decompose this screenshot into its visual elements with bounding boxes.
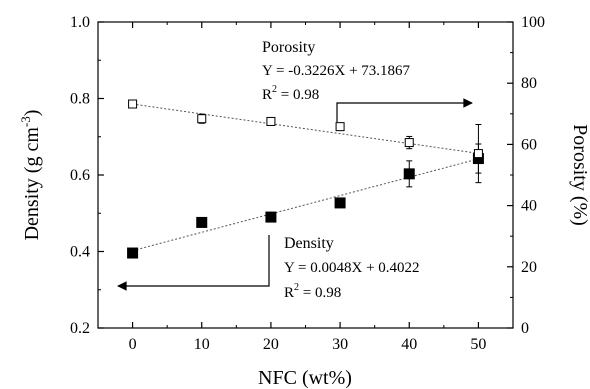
density-annotation-equation: Y = 0.0048X + 0.4022: [284, 260, 420, 276]
density-point: [265, 211, 277, 223]
y-left-tick-label: 1.0: [70, 14, 90, 31]
data-points: [127, 99, 484, 259]
x-axis-ticks: 0 10 20 30 40 50: [129, 22, 486, 353]
y-right-tick-label: 20: [521, 259, 537, 276]
y-right-tick-label: 80: [521, 75, 537, 92]
porosity-point: [266, 116, 276, 126]
density-point: [334, 197, 346, 209]
density-arrow: [117, 235, 270, 291]
porosity-arrow: [336, 98, 473, 122]
x-tick-label: 50: [470, 336, 486, 353]
porosity-fit-line: [132, 103, 479, 154]
density-point: [127, 247, 139, 259]
density-point: [196, 216, 208, 228]
x-axis-title: NFC (wt%): [258, 367, 352, 389]
y-right-axis-title: Porosity (%): [569, 124, 590, 226]
x-tick-label: 10: [194, 336, 210, 353]
y-right-tick-label: 40: [521, 198, 537, 215]
y-left-axis-ticks: 0.2 0.4 0.6 0.8 1.0: [70, 14, 104, 337]
porosity-annotation-equation: Y = -0.3226X + 73.1867: [262, 63, 411, 79]
density-annotation-r2: R2 = 0.98: [284, 282, 341, 301]
y-left-tick-label: 0.8: [70, 91, 90, 108]
x-tick-label: 30: [332, 336, 348, 353]
x-tick-label: 20: [263, 336, 279, 353]
y-right-tick-label: 0: [521, 320, 529, 337]
porosity-point: [197, 114, 207, 124]
y-right-tick-label: 100: [521, 14, 545, 31]
porosity-annotation-r2: R2 = 0.98: [262, 84, 319, 103]
x-tick-label: 40: [401, 336, 417, 353]
porosity-point: [473, 149, 483, 159]
fit-lines: [132, 103, 479, 252]
porosity-point: [404, 138, 414, 148]
y-right-axis-ticks: 0 20 40 60 80 100: [507, 14, 545, 337]
y-left-axis-title: Density (g cm-3): [18, 110, 43, 241]
y-left-tick-label: 0.2: [70, 320, 90, 337]
porosity-point: [335, 122, 345, 132]
y-left-tick-label: 0.6: [70, 167, 90, 184]
porosity-annotation-title: Porosity: [262, 39, 315, 56]
y-left-tick-label: 0.4: [70, 244, 90, 261]
porosity-point: [128, 99, 138, 109]
x-tick-label: 0: [129, 336, 137, 353]
density-annotation-title: Density: [284, 235, 334, 252]
density-point: [403, 168, 415, 180]
y-right-tick-label: 60: [521, 136, 537, 153]
